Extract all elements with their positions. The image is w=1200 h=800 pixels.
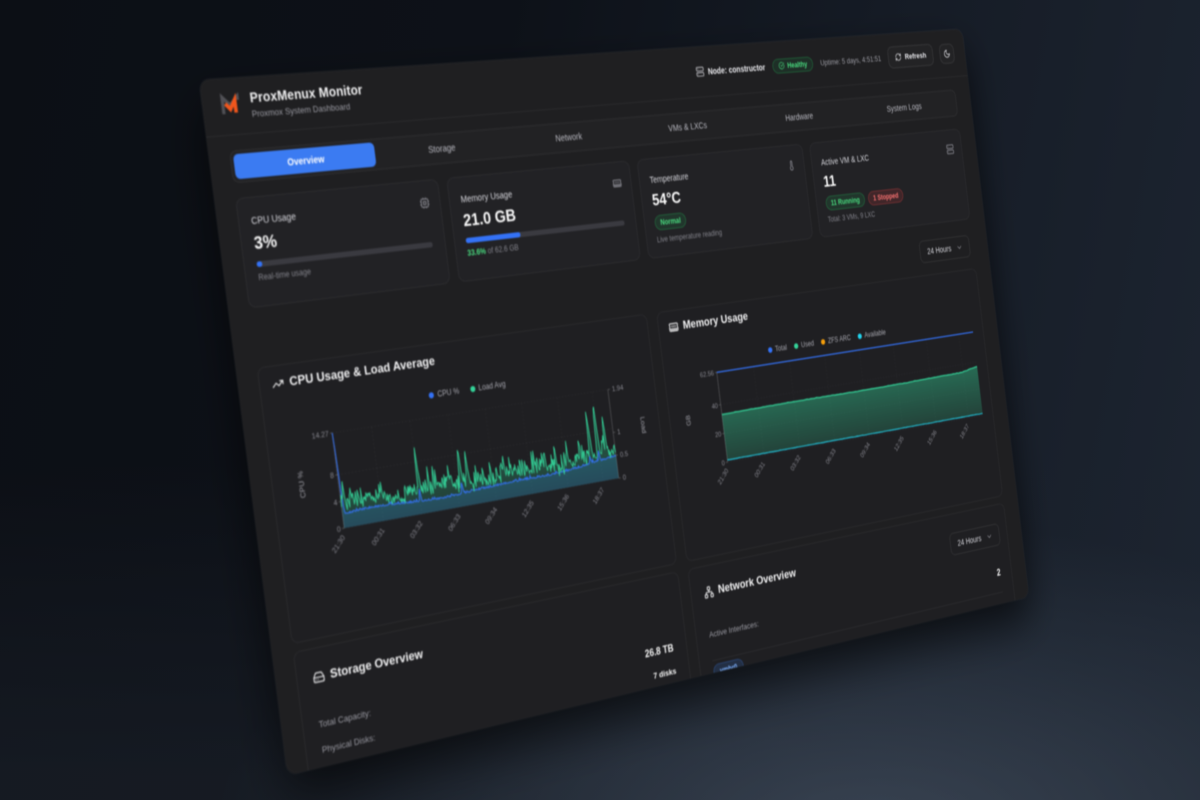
svg-text:21:30: 21:30 [716,466,730,486]
svg-text:0: 0 [336,524,341,534]
svg-text:1.94: 1.94 [611,383,624,393]
svg-text:15:36: 15:36 [926,428,938,446]
svg-text:09:34: 09:34 [484,505,500,526]
svg-text:09:34: 09:34 [859,440,872,459]
svg-text:40: 40 [711,401,719,410]
svg-text:06:33: 06:33 [447,512,463,533]
svg-text:00:31: 00:31 [370,526,386,547]
svg-text:06:33: 06:33 [824,447,837,466]
svg-text:21:30: 21:30 [330,533,347,555]
svg-text:18:37: 18:37 [591,486,605,506]
svg-text:15:36: 15:36 [556,492,571,513]
svg-text:0: 0 [721,459,726,468]
svg-text:1: 1 [617,427,621,436]
svg-text:00:31: 00:31 [753,460,766,479]
svg-text:62.56: 62.56 [700,369,715,379]
svg-text:03:32: 03:32 [789,454,802,473]
svg-text:18:37: 18:37 [959,423,971,441]
svg-text:4: 4 [333,498,338,508]
svg-text:12:35: 12:35 [893,434,905,453]
svg-text:03:32: 03:32 [408,519,424,540]
svg-text:14.27: 14.27 [311,429,329,441]
svg-text:8: 8 [330,471,335,481]
svg-text:0.5: 0.5 [619,449,629,459]
svg-text:20: 20 [715,430,723,439]
svg-text:0: 0 [622,473,627,482]
svg-text:12:35: 12:35 [520,498,535,519]
